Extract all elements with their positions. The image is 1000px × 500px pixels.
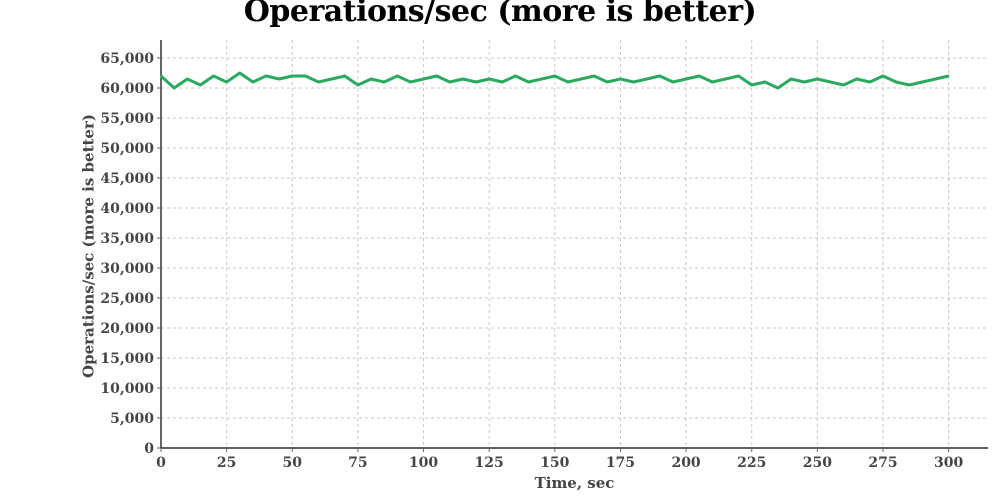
axes bbox=[160, 40, 988, 449]
data-point bbox=[737, 75, 740, 77]
y-tick-label: 60,000 bbox=[100, 81, 154, 97]
data-point bbox=[422, 78, 425, 80]
data-point bbox=[829, 81, 832, 83]
x-tick-label: 75 bbox=[348, 455, 367, 471]
data-point bbox=[606, 81, 609, 83]
data-point bbox=[225, 81, 228, 83]
data-point bbox=[711, 81, 714, 83]
data-point bbox=[199, 84, 202, 86]
data-point bbox=[764, 81, 766, 83]
data-point bbox=[488, 78, 490, 80]
y-tick-label: 0 bbox=[144, 441, 154, 457]
x-tick-label: 25 bbox=[217, 455, 236, 471]
y-axis-ticks: 0 5,000 10,000 15,000 20,000 25,000 30,000 35,0… bbox=[100, 51, 161, 457]
data-point bbox=[409, 81, 412, 83]
series-layer bbox=[159, 71, 950, 90]
data-point bbox=[855, 78, 858, 80]
x-tick-label: 225 bbox=[737, 455, 766, 471]
y-tick-label: 5,000 bbox=[110, 411, 154, 427]
data-point bbox=[396, 75, 399, 77]
gridlines bbox=[160, 40, 988, 449]
data-point bbox=[659, 75, 661, 77]
data-point bbox=[567, 81, 569, 83]
chart-title: Operations/sec (more is better) bbox=[243, 0, 757, 29]
x-tick-label: 50 bbox=[283, 455, 303, 471]
y-tick-label: 25,000 bbox=[100, 291, 154, 307]
data-point bbox=[475, 81, 477, 83]
data-point bbox=[448, 81, 451, 83]
data-point bbox=[357, 84, 359, 86]
data-point bbox=[435, 75, 438, 77]
data-point bbox=[173, 87, 175, 89]
x-tick-label: 100 bbox=[409, 455, 438, 471]
data-point bbox=[842, 84, 845, 86]
data-point bbox=[908, 84, 911, 86]
y-tick-label: 50,000 bbox=[100, 141, 154, 157]
data-point bbox=[645, 78, 648, 80]
x-axis-ticks: 0 25 50 75 100 125 150 175 200 225 250 275 300 bbox=[156, 448, 963, 471]
x-tick-label: 250 bbox=[803, 455, 832, 471]
data-point bbox=[672, 81, 674, 83]
data-point bbox=[632, 81, 635, 83]
x-tick-label: 175 bbox=[606, 455, 635, 471]
y-tick-label: 30,000 bbox=[100, 261, 154, 277]
data-point bbox=[278, 78, 280, 80]
x-tick-label: 300 bbox=[934, 455, 963, 471]
data-point bbox=[803, 81, 806, 83]
data-point bbox=[750, 84, 753, 86]
data-point bbox=[947, 75, 950, 77]
x-axis-title: Time, sec bbox=[535, 474, 615, 492]
x-tick-label: 125 bbox=[475, 455, 504, 471]
data-point bbox=[554, 75, 556, 77]
data-point bbox=[895, 81, 897, 83]
data-point bbox=[265, 75, 267, 77]
data-point bbox=[580, 78, 582, 80]
data-point bbox=[724, 78, 727, 80]
data-point bbox=[252, 81, 254, 83]
data-point bbox=[921, 81, 924, 83]
x-tick-label: 150 bbox=[540, 455, 569, 471]
y-axis-title: Operations/sec (more is better) bbox=[79, 114, 97, 378]
data-point bbox=[593, 75, 595, 77]
y-tick-label: 15,000 bbox=[100, 351, 154, 367]
y-tick-label: 35,000 bbox=[100, 231, 154, 247]
data-point bbox=[317, 81, 320, 83]
data-point bbox=[619, 78, 622, 80]
data-point bbox=[882, 75, 884, 77]
data-point bbox=[790, 78, 792, 80]
data-point bbox=[383, 81, 385, 83]
data-point bbox=[462, 78, 464, 80]
data-point bbox=[816, 78, 819, 80]
data-point bbox=[777, 87, 779, 89]
data-point bbox=[869, 81, 871, 83]
data-point bbox=[501, 81, 504, 83]
data-point bbox=[514, 75, 517, 77]
data-point bbox=[540, 78, 543, 80]
data-point bbox=[934, 78, 937, 80]
x-tick-label: 275 bbox=[868, 455, 897, 471]
y-tick-label: 40,000 bbox=[100, 201, 154, 217]
y-tick-label: 65,000 bbox=[100, 51, 154, 67]
data-point bbox=[160, 75, 162, 77]
data-point bbox=[304, 75, 307, 77]
data-point bbox=[685, 78, 687, 80]
data-point bbox=[238, 72, 241, 74]
y-tick-label: 55,000 bbox=[100, 111, 154, 127]
plot-area bbox=[161, 40, 988, 448]
y-tick-label: 45,000 bbox=[100, 171, 154, 187]
x-tick-label: 0 bbox=[156, 455, 166, 471]
y-tick-label: 20,000 bbox=[100, 321, 154, 337]
data-point bbox=[370, 78, 372, 80]
x-tick-label: 200 bbox=[671, 455, 700, 471]
y-tick-label: 10,000 bbox=[100, 381, 154, 397]
data-point bbox=[186, 78, 189, 80]
data-point bbox=[527, 81, 530, 83]
data-point bbox=[291, 75, 294, 77]
data-point bbox=[212, 75, 215, 77]
data-point bbox=[343, 75, 346, 77]
data-point bbox=[330, 78, 333, 80]
data-point bbox=[698, 75, 701, 77]
